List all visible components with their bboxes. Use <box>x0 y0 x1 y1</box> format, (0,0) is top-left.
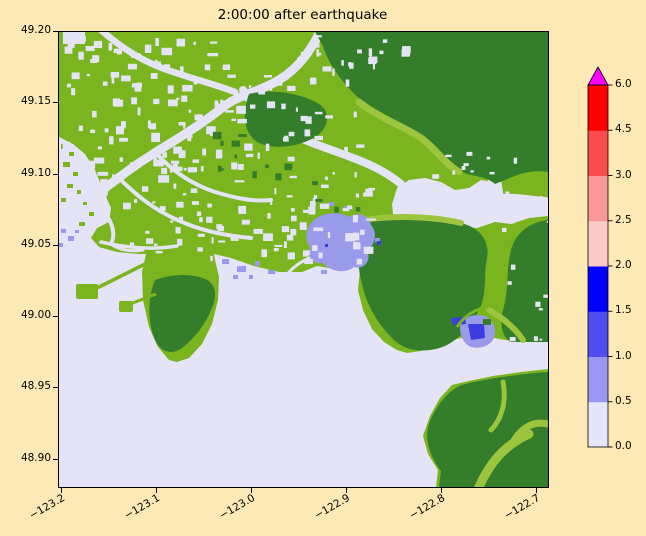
colorbar-tick-label: 3.0 <box>615 168 632 181</box>
colorbar-segment <box>588 85 608 131</box>
y-tick-mark <box>53 387 58 389</box>
uplands <box>149 32 548 487</box>
colorbar-tick-label: 0.0 <box>615 440 632 452</box>
y-tick-mark <box>53 102 58 104</box>
y-tick-label: 49.00 <box>20 309 51 322</box>
colorbar <box>587 66 613 448</box>
y-tick-label: 48.90 <box>20 451 51 464</box>
x-tick-mark <box>156 488 158 493</box>
valley-arm <box>484 193 548 211</box>
colorbar-segment <box>588 356 608 403</box>
x-tick-label: −123.1 <box>122 492 163 522</box>
colorbar-tick-label: 1.0 <box>615 349 632 362</box>
plot-area <box>58 31 549 488</box>
y-tick-mark <box>53 316 58 318</box>
colorbar-extend-arrow <box>587 66 609 86</box>
colorbar-tick-label: 6.0 <box>615 78 632 90</box>
colorbar-tick-label: 2.5 <box>615 213 632 226</box>
x-tick-mark <box>441 488 443 493</box>
colorbar-tick-label: 4.5 <box>615 123 632 136</box>
flood-speckles <box>62 35 548 342</box>
y-tick-mark <box>53 31 58 32</box>
sea-region <box>59 137 548 487</box>
y-tick-label: 48.95 <box>20 380 51 393</box>
y-tick-label: 49.05 <box>20 237 51 250</box>
y-tick-mark <box>53 244 58 246</box>
y-tick-label: 49.15 <box>20 95 51 108</box>
colorbar-tick-label: 2.0 <box>615 259 632 271</box>
colorbar-tick-label: 0.5 <box>615 394 632 407</box>
jetties <box>76 260 157 312</box>
y-tick-mark <box>53 173 58 175</box>
x-tick-label: −122.7 <box>502 492 543 522</box>
x-tick-mark <box>536 488 538 493</box>
colorbar-segment <box>588 311 608 357</box>
colorbar-segment <box>588 220 608 267</box>
x-tick-label: −123.2 <box>27 492 68 522</box>
plot-title: 2:00:00 after earthquake <box>217 7 388 23</box>
x-tick-mark <box>61 488 63 493</box>
x-tick-mark <box>346 488 348 493</box>
colorbar-segment <box>588 130 608 176</box>
colorbar-segment <box>588 175 608 222</box>
x-tick-label: −122.9 <box>312 492 353 522</box>
x-tick-label: −122.8 <box>407 492 448 522</box>
colorbar-tick-label: 1.5 <box>615 304 632 317</box>
colorbar-segment <box>588 401 608 448</box>
x-tick-mark <box>251 488 253 493</box>
y-tick-mark <box>53 458 58 460</box>
map-canvas <box>59 32 548 487</box>
x-tick-label: −123.0 <box>217 492 258 522</box>
y-tick-label: 49.20 <box>20 24 51 36</box>
colorbar-segment <box>588 266 608 312</box>
y-tick-label: 49.10 <box>20 166 51 179</box>
